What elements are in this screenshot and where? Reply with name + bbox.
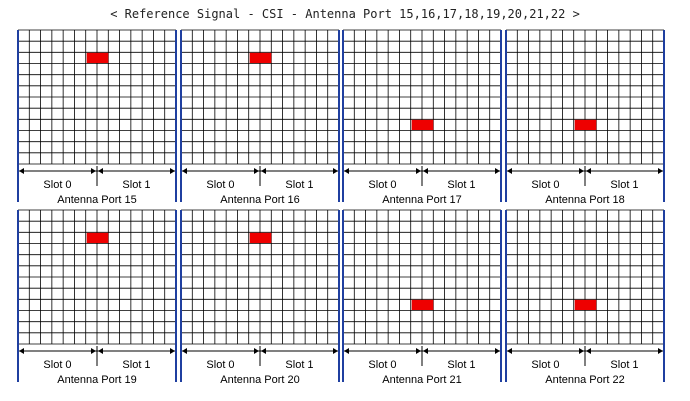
resource-grid bbox=[342, 209, 502, 345]
slot-arrows bbox=[507, 346, 663, 366]
arrowhead bbox=[416, 168, 421, 174]
slot-1-label: Slot 1 bbox=[122, 359, 150, 371]
slot-0-label: Slot 0 bbox=[531, 179, 559, 191]
slot-1-label: Slot 1 bbox=[122, 179, 150, 191]
antenna-port-label: Antenna Port 16 bbox=[220, 194, 300, 206]
slot-arrows bbox=[182, 346, 338, 366]
csi-rs-cell bbox=[249, 232, 272, 243]
arrowhead bbox=[261, 348, 266, 354]
antenna-port-label: Antenna Port 20 bbox=[220, 374, 300, 386]
antenna-port-panel: Slot 0 Slot 1 Antenna Port 21 bbox=[342, 209, 502, 386]
arrowhead bbox=[658, 348, 663, 354]
slot-0-label: Slot 0 bbox=[206, 359, 234, 371]
slot-arrows bbox=[19, 166, 175, 186]
arrowhead bbox=[98, 168, 103, 174]
arrowhead bbox=[416, 348, 421, 354]
slot-0-label: Slot 0 bbox=[531, 359, 559, 371]
arrowhead bbox=[507, 348, 512, 354]
arrowhead bbox=[182, 168, 187, 174]
antenna-port-panel: Slot 0 Slot 1 Antenna Port 19 bbox=[17, 209, 177, 386]
arrowhead bbox=[98, 348, 103, 354]
antenna-port-panel: Slot 0 Slot 1 Antenna Port 16 bbox=[180, 29, 340, 206]
arrowhead bbox=[254, 168, 259, 174]
slot-1-label: Slot 1 bbox=[447, 179, 475, 191]
arrowhead bbox=[170, 168, 175, 174]
csi-rs-cell bbox=[86, 232, 109, 243]
arrowhead bbox=[170, 348, 175, 354]
resource-grid bbox=[180, 29, 340, 165]
resource-grid bbox=[505, 29, 665, 165]
csi-rs-cell bbox=[411, 299, 434, 310]
antenna-port-panel: Slot 0 Slot 1 Antenna Port 22 bbox=[505, 209, 665, 386]
csi-rs-cell bbox=[574, 299, 597, 310]
slot-arrows bbox=[507, 166, 663, 186]
arrowhead bbox=[495, 168, 500, 174]
slot-arrows bbox=[182, 166, 338, 186]
arrowhead bbox=[333, 168, 338, 174]
csi-rs-cell bbox=[249, 52, 272, 63]
arrowhead bbox=[423, 348, 428, 354]
arrowhead bbox=[579, 348, 584, 354]
arrowhead bbox=[261, 168, 266, 174]
arrowhead bbox=[586, 348, 591, 354]
arrowhead bbox=[333, 348, 338, 354]
slot-0-label: Slot 0 bbox=[43, 359, 71, 371]
slot-1-label: Slot 1 bbox=[610, 179, 638, 191]
antenna-port-panel: Slot 0 Slot 1 Antenna Port 17 bbox=[342, 29, 502, 206]
page-title: < Reference Signal - CSI - Antenna Port … bbox=[110, 7, 580, 21]
slot-0-label: Slot 0 bbox=[206, 179, 234, 191]
csi-rs-cell bbox=[86, 52, 109, 63]
slot-0-label: Slot 0 bbox=[368, 179, 396, 191]
antenna-port-label: Antenna Port 21 bbox=[382, 374, 462, 386]
resource-grid bbox=[17, 209, 177, 345]
resource-grid bbox=[505, 209, 665, 345]
resource-grid bbox=[180, 209, 340, 345]
slot-0-label: Slot 0 bbox=[368, 359, 396, 371]
slot-arrows bbox=[19, 346, 175, 366]
antenna-port-label: Antenna Port 22 bbox=[545, 374, 625, 386]
arrowhead bbox=[344, 168, 349, 174]
resource-grid bbox=[342, 29, 502, 165]
arrowhead bbox=[658, 168, 663, 174]
arrowhead bbox=[91, 168, 96, 174]
slot-1-label: Slot 1 bbox=[285, 359, 313, 371]
resource-grid bbox=[17, 29, 177, 165]
arrowhead bbox=[423, 168, 428, 174]
arrowhead bbox=[579, 168, 584, 174]
slot-arrows bbox=[344, 346, 500, 366]
slot-1-label: Slot 1 bbox=[285, 179, 313, 191]
arrowhead bbox=[495, 348, 500, 354]
antenna-port-label: Antenna Port 19 bbox=[57, 374, 137, 386]
csi-rs-cell bbox=[411, 119, 434, 130]
arrowhead bbox=[254, 348, 259, 354]
csi-rs-cell bbox=[574, 119, 597, 130]
antenna-port-panel: Slot 0 Slot 1 Antenna Port 20 bbox=[180, 209, 340, 386]
arrowhead bbox=[507, 168, 512, 174]
slot-1-label: Slot 1 bbox=[447, 359, 475, 371]
antenna-port-panel: Slot 0 Slot 1 Antenna Port 15 bbox=[17, 29, 177, 206]
slot-0-label: Slot 0 bbox=[43, 179, 71, 191]
arrowhead bbox=[19, 348, 24, 354]
arrowhead bbox=[91, 348, 96, 354]
antenna-port-panel: Slot 0 Slot 1 Antenna Port 18 bbox=[505, 29, 665, 206]
arrowhead bbox=[586, 168, 591, 174]
arrowhead bbox=[344, 348, 349, 354]
antenna-port-label: Antenna Port 15 bbox=[57, 194, 137, 206]
slot-arrows bbox=[344, 166, 500, 186]
antenna-port-label: Antenna Port 17 bbox=[382, 194, 462, 206]
slot-1-label: Slot 1 bbox=[610, 359, 638, 371]
arrowhead bbox=[182, 348, 187, 354]
antenna-port-label: Antenna Port 18 bbox=[545, 194, 625, 206]
arrowhead bbox=[19, 168, 24, 174]
